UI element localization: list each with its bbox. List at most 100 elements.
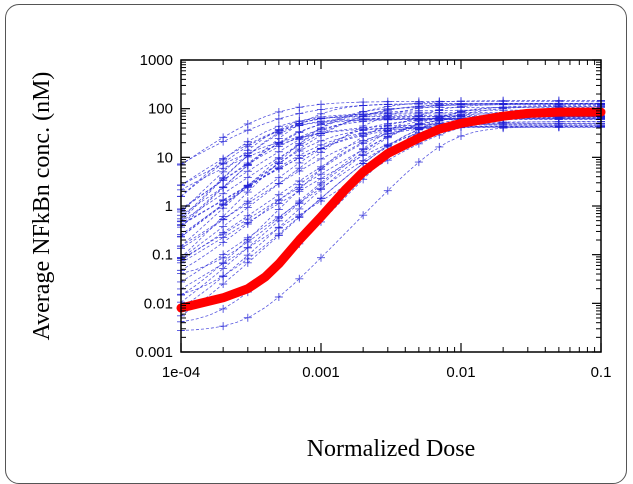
individual-point-marker <box>359 123 368 132</box>
individual-point-marker <box>457 106 465 115</box>
individual-point-marker <box>359 101 368 110</box>
individual-point-marker <box>295 128 304 137</box>
individual-point-marker <box>383 107 392 116</box>
x-tick-label: 1e-04 <box>162 364 200 381</box>
individual-series-line <box>180 106 601 323</box>
individual-point-marker <box>414 158 423 167</box>
individual-point-marker <box>219 280 228 289</box>
individual-point-marker <box>243 235 252 244</box>
x-tick-label: 0.001 <box>302 364 340 381</box>
individual-series-line <box>180 125 601 226</box>
individual-series-line <box>180 121 601 264</box>
individual-point-marker <box>219 250 228 259</box>
individual-point-marker <box>243 251 252 260</box>
individual-point-marker <box>274 212 283 221</box>
individual-point-marker <box>414 106 423 115</box>
individual-point-marker <box>383 186 392 195</box>
mean-series-line <box>176 107 606 313</box>
individual-point-marker <box>243 173 252 182</box>
individual-point-marker <box>295 139 304 148</box>
x-tick-label: 0.1 <box>591 364 612 381</box>
individual-point-marker <box>383 100 392 109</box>
y-tick-label: 10 <box>156 149 173 166</box>
individual-point-marker <box>274 127 283 136</box>
individual-point-marker <box>435 142 444 151</box>
individual-point-marker <box>243 188 252 197</box>
individual-point-marker <box>243 126 252 135</box>
individual-point-marker <box>359 116 368 125</box>
individual-point-marker <box>317 165 325 174</box>
y-tick-label: 100 <box>148 101 173 118</box>
individual-point-marker <box>317 118 325 127</box>
individual-point-marker <box>219 183 228 192</box>
individual-series-line <box>180 123 601 271</box>
individual-point-marker <box>457 99 465 108</box>
individual-point-marker <box>554 99 563 108</box>
individual-point-marker <box>359 132 368 141</box>
figure-frame <box>5 4 627 484</box>
individual-point-marker <box>317 144 325 153</box>
y-axis-title: Average NFkBn conc. (nM) <box>29 72 55 341</box>
axis-ticks <box>180 59 602 353</box>
individual-point-marker <box>274 231 283 240</box>
individual-point-marker <box>219 176 228 185</box>
individual-point-marker <box>295 164 304 173</box>
individual-series-line <box>180 118 601 226</box>
individual-point-marker <box>219 304 228 313</box>
individual-point-marker <box>295 274 304 283</box>
individual-point-marker <box>383 121 392 130</box>
individual-point-marker <box>219 159 228 168</box>
individual-series-line <box>180 105 602 283</box>
individual-point-marker <box>414 115 423 124</box>
individual-point-marker <box>295 146 304 155</box>
individual-point-marker <box>274 205 283 214</box>
individual-point-marker <box>243 159 252 168</box>
individual-point-marker <box>317 194 325 203</box>
chart: 1e-04 0.001 0.01 0.10.0010.010.11101001000 … <box>29 52 612 462</box>
individual-point-marker <box>274 293 283 302</box>
individual-point-marker <box>219 230 228 239</box>
individual-point-marker <box>219 222 228 231</box>
individual-point-marker <box>414 123 423 132</box>
individual-series-line <box>180 104 601 260</box>
individual-point-marker <box>295 154 304 163</box>
individual-series-line <box>180 116 601 308</box>
individual-point-marker <box>317 184 325 193</box>
x-tick-label: 0.01 <box>446 364 475 381</box>
individual-point-marker <box>274 107 283 116</box>
individual-point-marker <box>219 322 228 331</box>
individual-point-marker <box>317 105 325 114</box>
individual-point-marker <box>274 223 283 232</box>
individual-point-marker <box>243 215 252 224</box>
individual-point-marker <box>295 185 304 194</box>
individual-point-marker <box>359 211 368 220</box>
individual-point-marker <box>317 136 325 145</box>
x-axis-title: Normalized Dose <box>307 436 476 462</box>
individual-point-marker <box>274 179 283 188</box>
y-tick-label: 0.1 <box>152 247 173 264</box>
individual-series-line <box>180 103 601 274</box>
mean-series-group <box>176 107 606 313</box>
individual-point-marker <box>359 145 368 154</box>
individual-series-group <box>177 96 605 335</box>
y-tick-label: 1 <box>165 198 173 215</box>
y-tick-label: 0.001 <box>135 344 173 361</box>
individual-point-marker <box>435 106 444 115</box>
individual-point-marker <box>295 198 304 207</box>
individual-point-marker <box>243 258 252 267</box>
individual-point-marker <box>414 99 423 108</box>
individual-point-marker <box>274 114 283 123</box>
individual-point-marker <box>499 99 508 108</box>
individual-series-line <box>180 123 601 317</box>
individual-series-line <box>180 115 602 290</box>
individual-point-marker <box>274 139 283 148</box>
individual-point-marker <box>243 203 252 212</box>
individual-point-marker <box>359 159 368 168</box>
y-tick-label: 0.01 <box>144 295 173 312</box>
individual-point-marker <box>295 213 304 222</box>
individual-point-marker <box>219 272 228 281</box>
individual-point-marker <box>295 109 304 118</box>
individual-point-marker <box>435 114 444 123</box>
individual-point-marker <box>219 137 228 146</box>
individual-series-line <box>180 100 601 166</box>
